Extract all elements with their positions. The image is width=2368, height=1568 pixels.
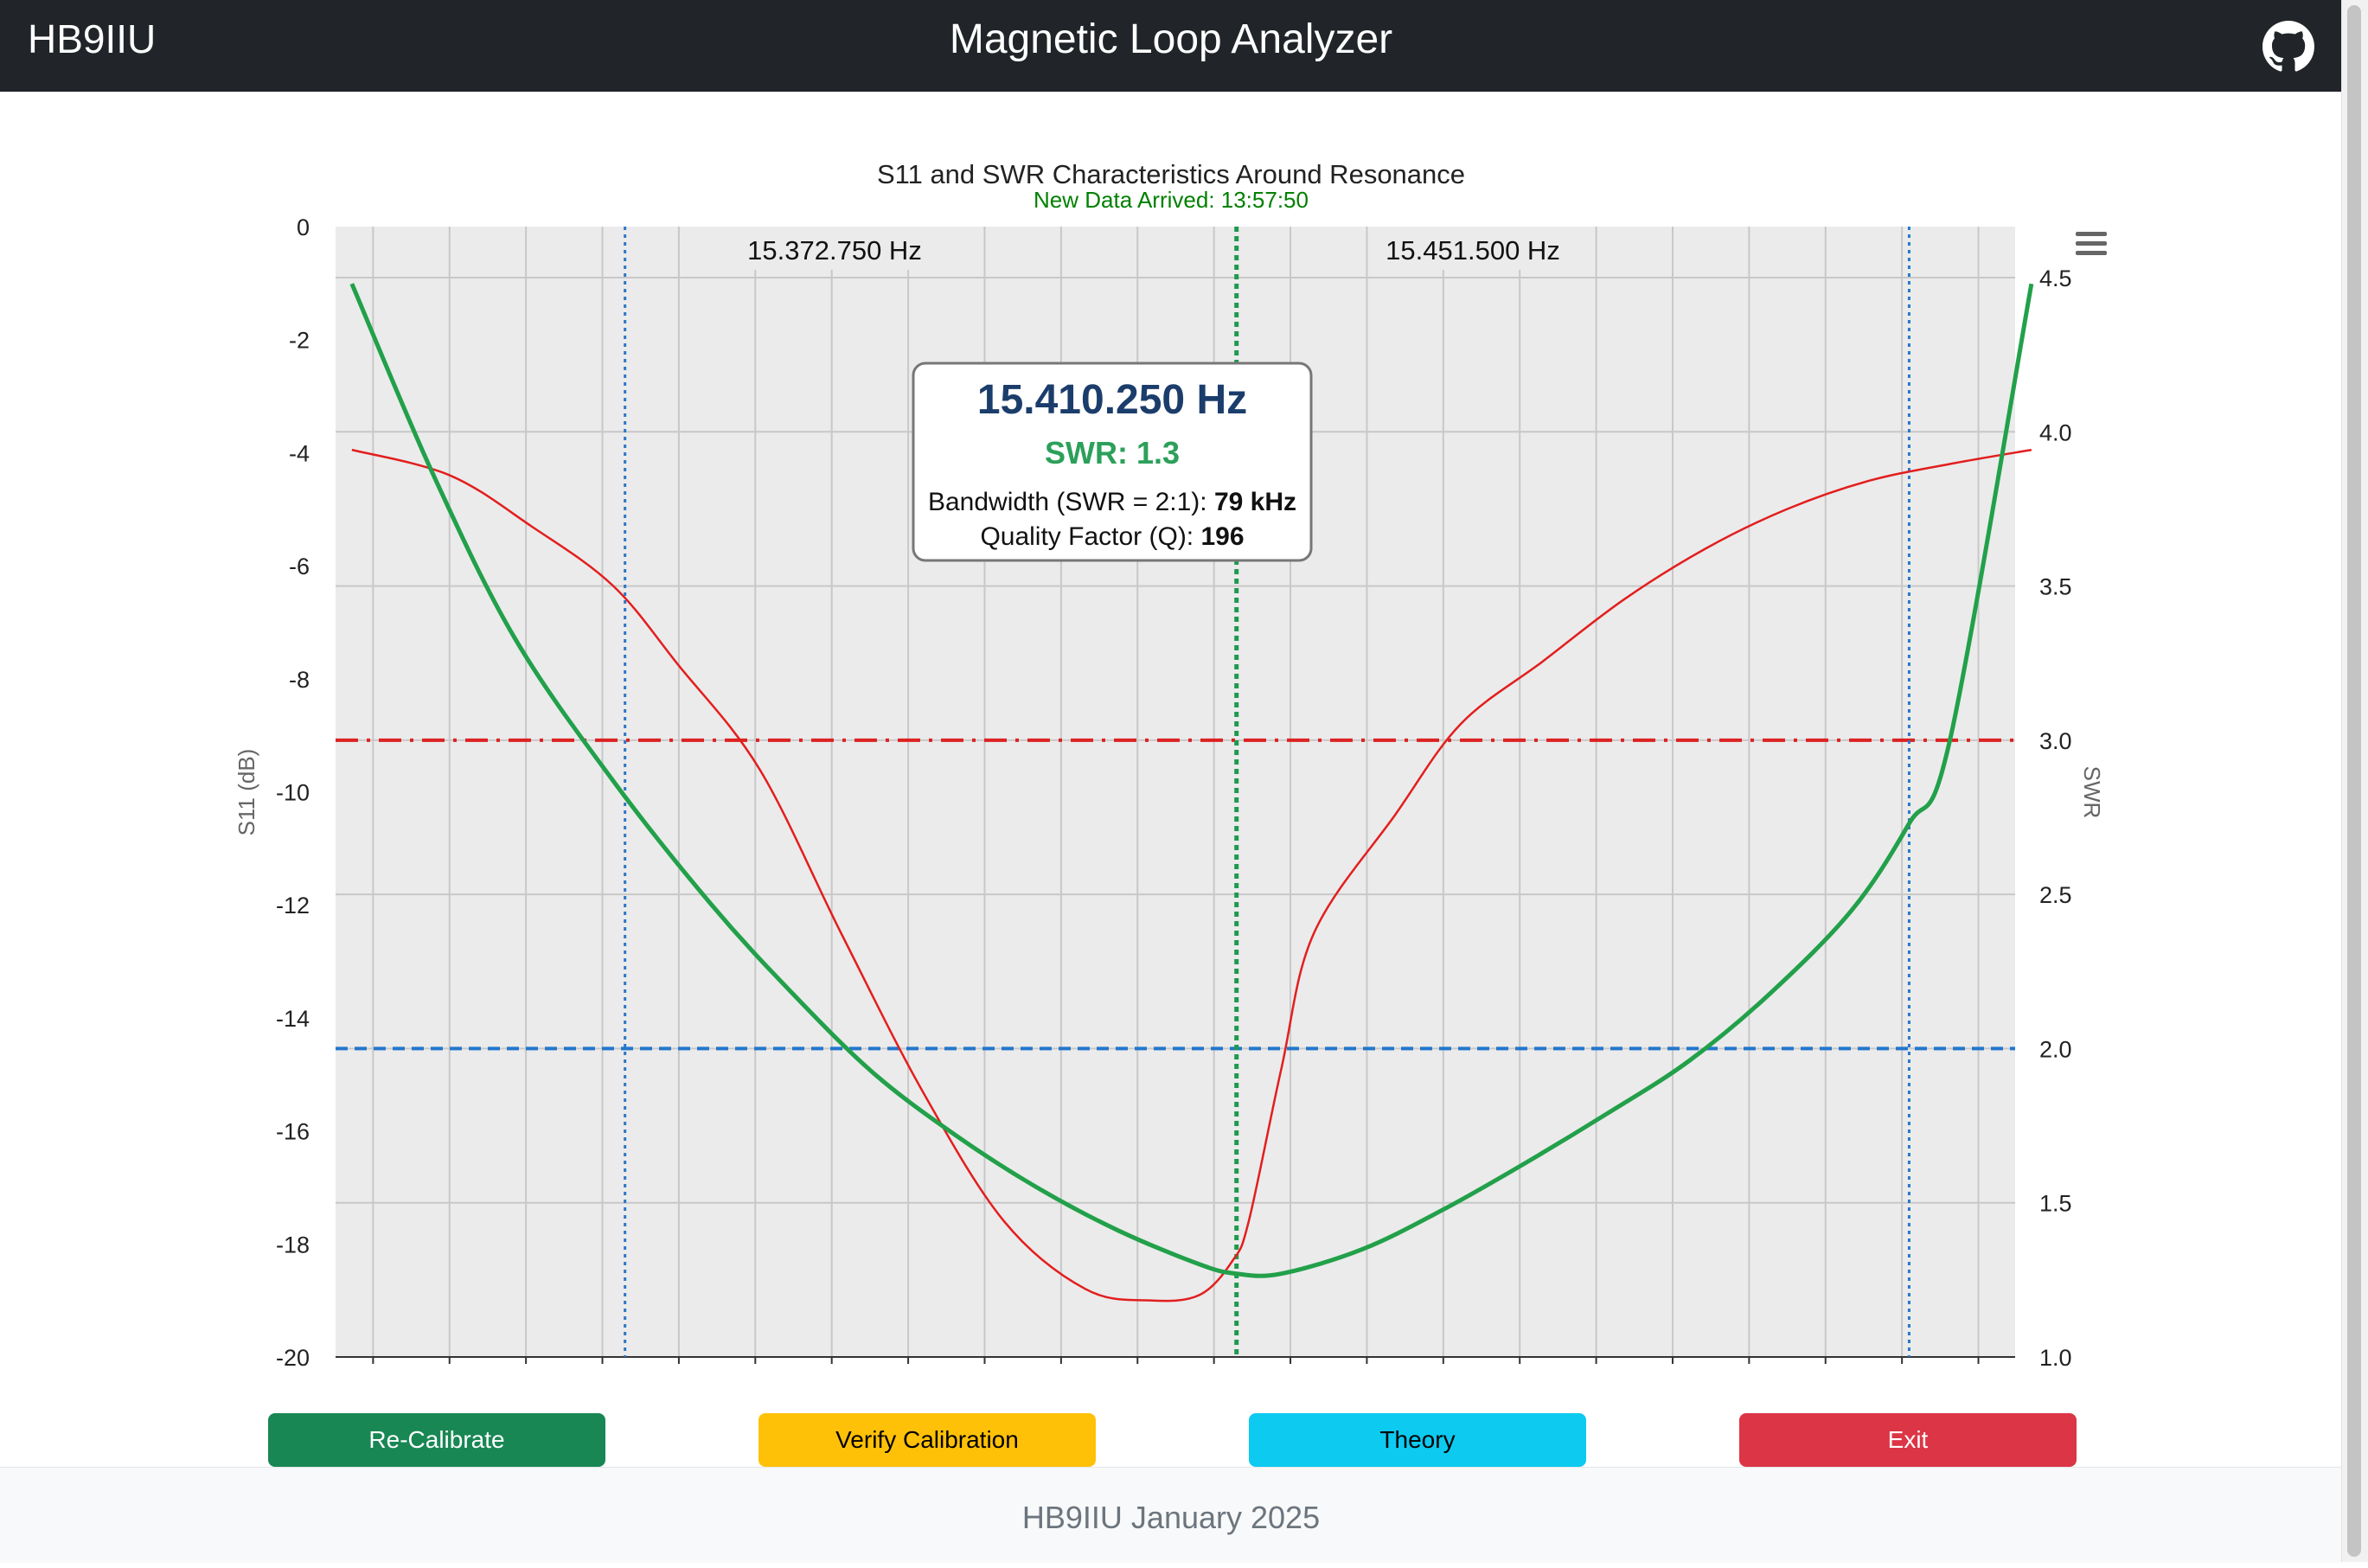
y-left-tick-label: -2: [289, 328, 310, 354]
recalibrate-button[interactable]: Re-Calibrate: [268, 1413, 605, 1467]
github-icon[interactable]: [2262, 21, 2314, 73]
verify-calibration-button[interactable]: Verify Calibration: [758, 1413, 1096, 1467]
menu-icon[interactable]: [2076, 232, 2107, 255]
series-line-swr: [349, 283, 2034, 1278]
marker-label-left: 15.372.750 Hz: [737, 227, 931, 270]
tooltip-bandwidth: Bandwidth (SWR = 2:1): 79 kHz: [928, 488, 1296, 516]
y-right-tick-label: 2.0: [2039, 1036, 2072, 1062]
y-left-tick-label: -18: [276, 1232, 310, 1258]
y-left-tick-label: 0: [297, 214, 310, 240]
chart: S11 and SWR Characteristics Around Reson…: [234, 159, 2107, 1371]
y-right-tick-label: 4.0: [2039, 419, 2072, 445]
footer: HB9IIU January 2025: [0, 1467, 2342, 1563]
y-left-tick-label: -20: [276, 1345, 310, 1371]
status-text: New Data Arrived: 13:57:50: [1034, 187, 1309, 213]
y-right-axis-label: SWR: [2079, 766, 2105, 819]
y-right-tick-label: 3.0: [2039, 728, 2072, 754]
tooltip-frequency: 15.410.250 Hz: [977, 377, 1247, 423]
tooltip-quality-factor: Quality Factor (Q): 196: [980, 522, 1244, 551]
y-right-tick-label: 1.0: [2039, 1345, 2072, 1371]
brand[interactable]: HB9IIU: [28, 16, 157, 61]
y-right-axis-ticks: 4.5 4.0 3.5 3.0 2.5 2.0 1.5 1.0: [2039, 266, 2072, 1371]
y-left-tick-label: -14: [276, 1006, 310, 1032]
reference-lines: [336, 738, 2015, 1051]
bandwidth-marker-lines: [624, 227, 1910, 1357]
exit-button[interactable]: Exit: [1739, 1413, 2077, 1467]
marker-label-right: 15.451.500 Hz: [1375, 227, 1570, 270]
app-title: Magnetic Loop Analyzer: [949, 16, 1393, 62]
navbar: HB9IIU Magnetic Loop Analyzer: [0, 0, 2342, 92]
y-right-tick-label: 4.5: [2039, 266, 2072, 291]
tooltip: 15.410.250 Hz SWR: 1.3 Bandwidth (SWR = …: [912, 362, 1313, 562]
y-right-tick-label: 1.5: [2039, 1191, 2072, 1217]
y-left-axis-ticks: 0 -2 -4 -6 -8 -10 -12 -14 -16 -18 -20: [276, 214, 310, 1371]
series-group: [349, 283, 2034, 1302]
y-right-tick-label: 3.5: [2039, 574, 2072, 600]
scrollbar-thumb[interactable]: [2347, 5, 2361, 1557]
y-left-tick-label: -4: [289, 440, 310, 466]
y-left-tick-label: -10: [276, 780, 310, 806]
y-left-axis-label: S11 (dB): [234, 749, 259, 836]
plot-grid: [336, 227, 2015, 1358]
y-left-tick-label: -16: [276, 1119, 310, 1145]
marker-label-right-text: 15.451.500 Hz: [1386, 235, 1560, 266]
y-left-tick-label: -6: [289, 554, 310, 579]
tooltip-swr: SWR: 1.3: [1045, 435, 1180, 470]
y-right-tick-label: 2.5: [2039, 882, 2072, 908]
y-left-tick-label: -12: [276, 893, 310, 918]
x-axis-ticks: [372, 1357, 1980, 1364]
chart-title: S11 and SWR Characteristics Around Reson…: [877, 159, 1465, 189]
series-line-s11: [351, 448, 2032, 1302]
page-scrollbar[interactable]: [2341, 0, 2368, 1562]
theory-button[interactable]: Theory: [1249, 1413, 1586, 1467]
marker-label-left-text: 15.372.750 Hz: [747, 235, 922, 266]
y-left-tick-label: -8: [289, 667, 310, 693]
